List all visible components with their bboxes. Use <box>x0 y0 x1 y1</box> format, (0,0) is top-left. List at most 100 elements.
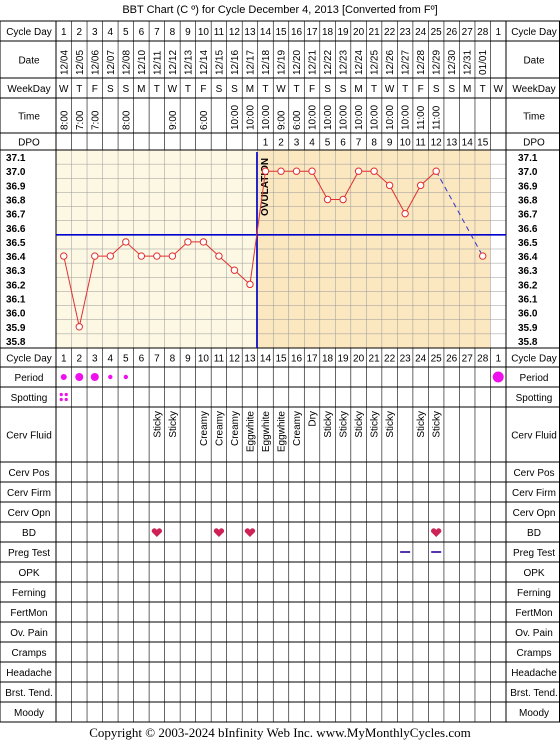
temp-point <box>401 209 409 218</box>
row-label-preg_test-right: Preg Test <box>513 548 555 559</box>
cycle_day-cell: 18 <box>322 27 334 38</box>
weekday-cell: S <box>122 84 129 95</box>
weekday-cell: S <box>216 84 223 95</box>
cycle_day-cell: 11 <box>214 27 225 38</box>
row-label-cerv_opn-right: Cerv Opn <box>513 508 556 519</box>
weekday-cell: S <box>340 84 347 95</box>
y-tick-label: 36.8 <box>6 196 26 207</box>
y-tick-label: 36.5 <box>6 238 26 249</box>
temp-gap-dashed-line <box>435 170 484 257</box>
spotting-dot <box>64 397 68 402</box>
row-label-bd: BD <box>22 528 36 539</box>
cycle_day-cell: 19 <box>338 27 350 38</box>
row-label-ferning: Ferning <box>12 588 46 599</box>
date-cell: 12/07 <box>106 50 117 75</box>
y-tick-label: 36.1 <box>518 295 538 306</box>
weekday-cell: T <box>371 84 377 95</box>
temp-point <box>261 167 270 175</box>
temp-point <box>199 238 208 246</box>
date-cell: 12/29 <box>432 50 443 75</box>
temp-point <box>91 252 99 260</box>
row-label-headache: Headache <box>6 668 52 679</box>
row-label-cycle_day-right: Cycle Day <box>511 27 557 38</box>
date-cell: 12/12 <box>168 50 179 75</box>
weekday-cell: T <box>262 84 268 95</box>
weekday-cell: S <box>107 84 114 95</box>
cycle-day-cell: 26 <box>446 354 458 365</box>
dpo-cell: 8 <box>371 138 377 149</box>
temp-point <box>137 252 146 260</box>
cycle-day-cell: 9 <box>185 354 191 365</box>
date-cell: 01/01 <box>478 50 489 75</box>
cycle_day-cell: 10 <box>198 27 210 38</box>
temp-point <box>106 252 115 260</box>
y-tick-label: 35.8 <box>6 337 26 348</box>
weekday-cell: M <box>463 84 471 95</box>
chart-grid <box>56 150 506 348</box>
time-cell: 10:00 <box>323 105 334 130</box>
weekday-cell: W <box>59 84 69 95</box>
date-cell: 12/25 <box>370 50 381 75</box>
cycle_day-cell: 15 <box>275 27 287 38</box>
cerv-fluid-cell: Sticky <box>416 411 427 438</box>
cycle-day-cell: 27 <box>462 354 474 365</box>
date-cell: 12/19 <box>277 50 288 75</box>
temp-point <box>385 181 394 190</box>
date-cell: 12/22 <box>323 50 334 75</box>
weekday-cell: T <box>154 84 160 95</box>
row-label-ferning-right: Ferning <box>517 588 551 599</box>
cycle-day-cell: 22 <box>384 354 396 365</box>
period-dot <box>90 373 99 381</box>
temp-point <box>479 252 487 260</box>
y-tick-label: 36.6 <box>6 224 26 235</box>
row-label-ov_pain-right: Ov. Pain <box>515 628 553 639</box>
dpo-cell: 11 <box>415 138 426 149</box>
weekday-cell: M <box>137 84 145 95</box>
row-label-fertmon-right: FertMon <box>515 608 552 619</box>
y-tick-label: 36.1 <box>6 295 26 306</box>
dpo-cell: 2 <box>278 138 284 149</box>
dpo-cell: 14 <box>462 138 474 149</box>
date-cell: 12/31 <box>463 50 474 75</box>
cycle_day-cell: 13 <box>244 27 256 38</box>
cerv-fluid-cell: Sticky <box>339 411 350 438</box>
date-cell: 12/10 <box>137 50 148 75</box>
dpo-cell: 6 <box>340 138 346 149</box>
weekday-cell: W <box>276 84 286 95</box>
cycle_day-cell: 26 <box>446 27 458 38</box>
temp-point <box>416 181 425 190</box>
weekday-cell: F <box>418 84 424 95</box>
y-tick-label: 37.0 <box>6 167 26 178</box>
spotting-dot <box>64 392 68 397</box>
spotting-dot <box>59 397 63 402</box>
date-cell: 12/24 <box>354 50 365 75</box>
time-cell: 10:00 <box>385 105 396 130</box>
time-cell: 10:00 <box>230 105 241 130</box>
weekday-cell: F <box>92 84 98 95</box>
bd-heart-icon <box>151 528 163 537</box>
date-cell: 12/15 <box>214 50 225 75</box>
row-label-spotting-right: Spotting <box>516 393 553 404</box>
row-label-cycle_day: Cycle Day <box>6 27 52 38</box>
period-dot <box>75 373 84 381</box>
row-label-date-right: Date <box>523 56 545 67</box>
weekday-cell: S <box>433 84 440 95</box>
date-cell: 12/27 <box>401 50 412 75</box>
row-label-ov_pain: Ov. Pain <box>10 628 48 639</box>
time-cell: 6:00 <box>292 110 303 130</box>
temp-point <box>323 195 332 204</box>
y-tick-label: 36.4 <box>6 252 26 263</box>
cycle_day-cell: 4 <box>108 27 114 38</box>
row-label-time-right: Time <box>523 112 545 123</box>
weekday-cell: W <box>494 84 504 95</box>
time-cell: 11:00 <box>432 105 443 130</box>
cycle_day-cell: 2 <box>76 27 82 38</box>
cerv-fluid-cell: Creamy <box>230 411 241 446</box>
weekday-cell: T <box>402 84 408 95</box>
cycle_day-cell: 5 <box>123 27 129 38</box>
cycle-day-cell: 12 <box>229 354 241 365</box>
weekday-cell: T <box>185 84 191 95</box>
cycle-day-cell: 18 <box>322 354 334 365</box>
temp-point <box>153 252 161 260</box>
